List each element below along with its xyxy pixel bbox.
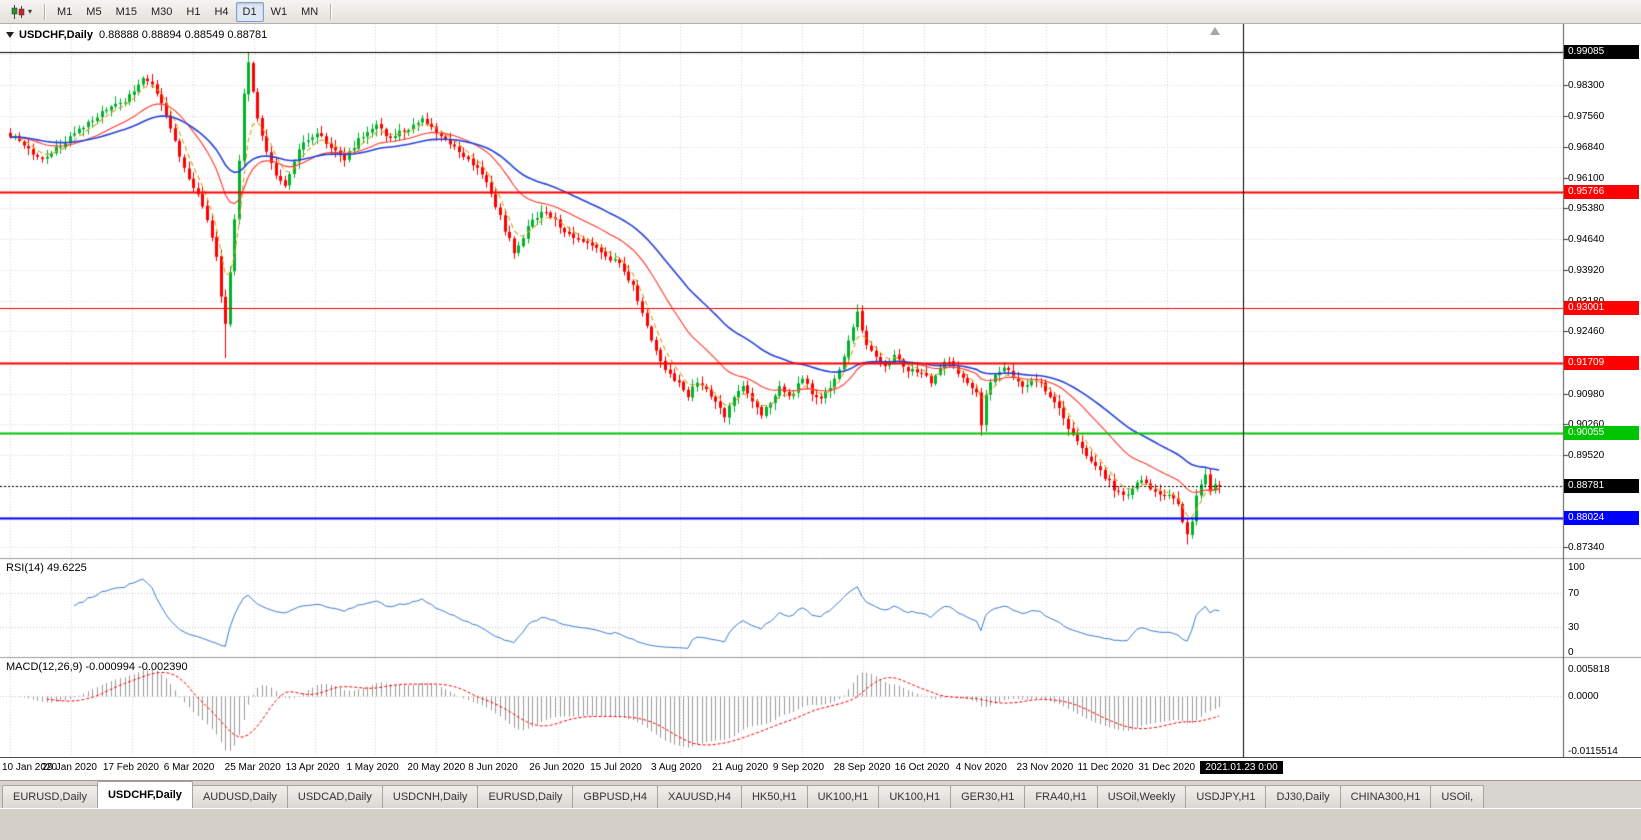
time-axis[interactable]: 2021.01.23 0:00 10 Jan 2020 29 Jan 2020 17… — [0, 757, 1641, 780]
chart-type-button[interactable]: ▾ — [4, 2, 39, 22]
chart-tab-usdcnh-daily[interactable]: USDCNH,Daily — [381, 785, 479, 808]
price-axis-label: 0.95380 — [1568, 203, 1605, 215]
chart-tab-uk100-h1[interactable]: UK100,H1 — [878, 785, 952, 808]
toolbar-separator — [330, 3, 332, 20]
time-axis-label: 26 Jun 2020 — [529, 762, 585, 773]
symbol-timeframe-label: USDCHF,Daily — [19, 29, 93, 41]
macd-indicator-label: MACD(12,26,9) -0.000994 -0.002390 — [6, 661, 188, 673]
price-axis-label: 0.96840 — [1568, 141, 1605, 153]
price-axis-label: 0.90980 — [1568, 388, 1605, 400]
price-axis-label: 0.93920 — [1568, 264, 1605, 276]
time-axis-label: 23 Nov 2020 — [1016, 762, 1074, 773]
chart-tabs-bar: EURUSD,Daily USDCHF,Daily AUDUSD,Daily USDC… — [0, 780, 1641, 808]
time-axis-label: 16 Oct 2020 — [894, 762, 950, 773]
toolbar-separator — [44, 3, 46, 20]
time-axis-label: 25 Mar 2020 — [224, 762, 281, 773]
price-line-label: 0.91709 — [1564, 355, 1639, 370]
timeframe-button-mn[interactable]: MN — [301, 5, 319, 18]
price-axis-label: 0.90260 — [1568, 418, 1605, 430]
chart-tab-audusd-daily[interactable]: AUDUSD,Daily — [191, 785, 288, 808]
chart-tab-usdcad-daily[interactable]: USDCAD,Daily — [286, 785, 383, 808]
chart-tab-eurusd-daily[interactable]: EURUSD,Daily — [477, 785, 574, 808]
price-axis-label: 0.94640 — [1568, 234, 1605, 246]
time-axis-label: 13 Apr 2020 — [285, 762, 340, 773]
price-line-label: 0.93001 — [1564, 301, 1639, 316]
chart-tab-usdjpy-h1[interactable]: USDJPY,H1 — [1185, 785, 1267, 808]
price-line-label: 0.88024 — [1564, 511, 1639, 526]
rsi-axis-label: 70 — [1568, 587, 1580, 599]
ohlc-values: 0.88888 0.88894 0.88549 0.88781 — [98, 29, 268, 41]
status-bar — [0, 808, 1641, 840]
time-axis-label: 1 May 2020 — [346, 762, 399, 773]
time-axis-label: 8 Jun 2020 — [468, 762, 518, 773]
timeframe-button-h1[interactable]: H1 — [186, 5, 201, 18]
chart-tab-usoil-weekly[interactable]: USOil,Weekly — [1096, 785, 1187, 808]
price-axis-label: 0.87340 — [1568, 541, 1605, 553]
price-line-label: 0.95766 — [1564, 184, 1639, 199]
chart-tab-hk50-h1[interactable]: HK50,H1 — [740, 785, 808, 808]
vertical-line-date-label: 2021.01.23 0:00 — [1200, 761, 1283, 774]
time-axis-label: 20 May 2020 — [407, 762, 466, 773]
chart-tab-ger30-h1[interactable]: GER30,H1 — [950, 785, 1026, 808]
time-axis-label: 3 Aug 2020 — [651, 762, 702, 773]
symbol-dropdown-icon[interactable] — [6, 32, 14, 38]
time-axis-label: 9 Sep 2020 — [772, 762, 825, 773]
chart-tab-usdchf-daily[interactable]: USDCHF,Daily — [96, 781, 193, 808]
chart-tab-fra40-h1[interactable]: FRA40,H1 — [1024, 785, 1098, 808]
chart-tab-eurusd-daily[interactable]: EURUSD,Daily — [2, 785, 98, 808]
chart-canvas[interactable] — [0, 24, 1641, 757]
timeframe-button-m5[interactable]: M5 — [86, 5, 102, 18]
price-axis-label: 0.98300 — [1568, 80, 1605, 91]
chart-tab-usoil-[interactable]: USOil, — [1430, 785, 1485, 808]
timeframe-buttons: M1 M5 M15 M30 H1 H4 D1 W1 MN — [50, 1, 325, 22]
chart-tab-china300-h1[interactable]: CHINA300,H1 — [1339, 785, 1432, 808]
chart-tab-uk100-h1[interactable]: UK100,H1 — [806, 785, 880, 808]
chart-tab-gbpusd-h4[interactable]: GBPUSD,H4 — [572, 785, 658, 808]
time-axis-label: 10 Jan 2020 — [2, 762, 58, 773]
time-axis-label: 15 Jul 2020 — [590, 762, 642, 773]
time-axis-label: 29 Jan 2020 — [41, 762, 97, 773]
rsi-indicator-label: RSI(14) 49.6225 — [6, 562, 87, 574]
price-line-label: 0.99085 — [1564, 44, 1639, 59]
time-axis-label: 21 Aug 2020 — [711, 762, 769, 773]
price-axis-label: 0.96100 — [1568, 172, 1605, 184]
macd-axis-label: -0.0115514 — [1568, 746, 1618, 757]
price-axis-label: 0.93180 — [1568, 296, 1604, 307]
time-axis-label: 11 Dec 2020 — [1077, 762, 1134, 773]
price-axis-label: 0.89520 — [1568, 450, 1605, 462]
chevron-down-icon: ▾ — [28, 7, 33, 16]
timeframe-button-m30[interactable]: M30 — [150, 5, 173, 18]
timeframe-toolbar: ▾ M1 M5 M15 M30 H1 H4 D1 W1 MN — [0, 0, 1641, 24]
time-axis-label: 6 Mar 2020 — [163, 762, 215, 773]
time-axis-label: 17 Feb 2020 — [102, 762, 159, 773]
timeframe-button-m15[interactable]: M15 — [115, 5, 137, 18]
chart-title: USDCHF,Daily 0.88888 0.88894 0.88549 0.8… — [6, 29, 267, 41]
price-line-label: 0.90055 — [1564, 425, 1639, 440]
time-axis-label: 28 Sep 2020 — [833, 762, 891, 773]
price-line-label: 0.88781 — [1564, 479, 1639, 494]
time-axis-label: 31 Dec 2020 — [1138, 762, 1196, 773]
timeframe-button-w1[interactable]: W1 — [270, 5, 288, 18]
timeframe-button-m1[interactable]: M1 — [57, 5, 73, 18]
timeframe-button-h4[interactable]: H4 — [214, 5, 229, 18]
chart-tab-xauusd-h4[interactable]: XAUUSD,H4 — [656, 785, 742, 808]
time-axis-label: 4 Nov 2020 — [955, 762, 1007, 773]
macd-axis-label: 0.0000 — [1568, 691, 1599, 703]
macd-axis-label: 0.005818 — [1568, 664, 1610, 675]
rsi-axis-label: 30 — [1568, 621, 1580, 633]
price-axis-label: 0.92460 — [1568, 326, 1605, 338]
chart-shift-marker[interactable] — [1210, 27, 1220, 35]
rsi-axis-label: 0 — [1568, 647, 1574, 658]
chart-tab-dj30-daily[interactable]: DJ30,Daily — [1265, 785, 1341, 808]
price-axis-label: 0.97560 — [1568, 111, 1605, 123]
rsi-axis-label: 100 — [1568, 562, 1585, 573]
candlestick-chart-icon — [11, 4, 25, 19]
timeframe-button-d1[interactable]: D1 — [235, 1, 264, 22]
